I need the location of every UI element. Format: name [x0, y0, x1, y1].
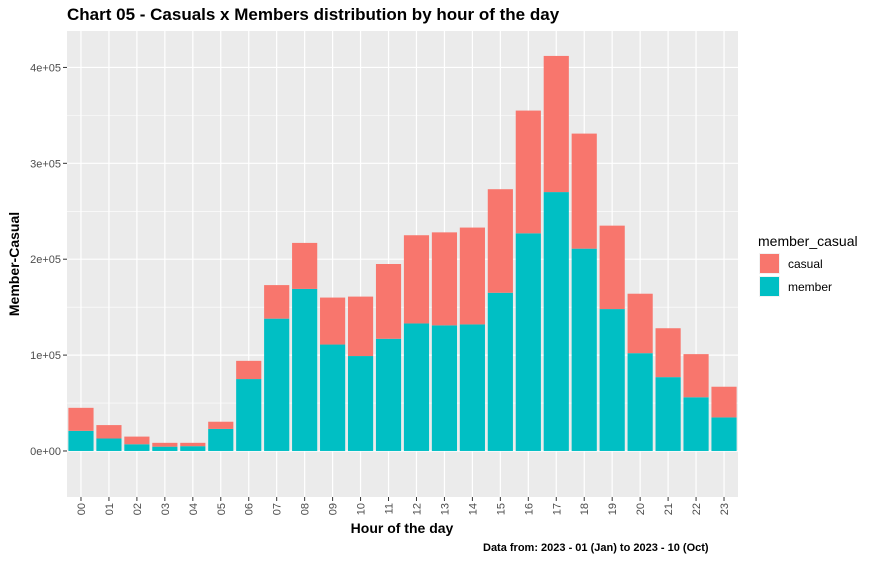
y-tick-label: 0e+00 [30, 446, 61, 458]
x-tick-label: 18 [579, 503, 591, 515]
y-tick-label: 2e+05 [30, 254, 61, 266]
bar-member-10 [347, 356, 374, 451]
x-tick-label: 22 [691, 503, 703, 515]
x-tick-label: 04 [188, 503, 200, 515]
bar-casual-12 [403, 235, 430, 324]
bar-member-15 [487, 292, 513, 451]
bar-casual-15 [487, 189, 513, 293]
legend: member_casual casual member [758, 233, 858, 297]
x-tick-label: 19 [607, 503, 619, 515]
bar-casual-20 [627, 293, 653, 354]
bar-member-01 [96, 438, 122, 451]
bar-casual-23 [711, 386, 737, 418]
bars-layer [68, 55, 737, 451]
bar-casual-13 [431, 232, 458, 326]
legend-label-casual: casual [788, 257, 823, 271]
bar-member-14 [459, 324, 485, 451]
bar-casual-03 [152, 442, 178, 447]
bar-casual-02 [124, 436, 150, 445]
x-tick-label: 10 [356, 503, 368, 515]
x-tick-label: 06 [244, 503, 256, 515]
bar-casual-06 [236, 360, 262, 380]
x-tick-label: 15 [495, 503, 507, 515]
bar-member-19 [599, 309, 625, 451]
x-tick-label: 11 [384, 503, 396, 514]
x-tick-label: 23 [719, 503, 731, 515]
bar-casual-11 [375, 264, 402, 339]
legend-title: member_casual [758, 233, 858, 249]
x-tick-label: 16 [523, 503, 535, 515]
legend-swatch-casual [760, 254, 779, 273]
bar-casual-16 [515, 110, 541, 234]
bar-casual-07 [264, 285, 290, 319]
bar-member-22 [683, 397, 709, 451]
bar-casual-05 [208, 421, 234, 429]
bar-member-13 [431, 325, 458, 451]
legend-swatch-member [760, 277, 779, 296]
chart-caption: Data from: 2023 - 01 (Jan) to 2023 - 10 … [483, 542, 709, 554]
x-tick-label: 05 [216, 503, 228, 515]
x-tick-label: 08 [300, 503, 312, 515]
bar-casual-18 [571, 133, 597, 249]
bar-member-17 [543, 192, 569, 451]
bar-member-07 [264, 318, 290, 451]
x-axis-title: Hour of the day [351, 520, 454, 536]
bar-member-18 [571, 248, 597, 451]
bar-casual-21 [655, 328, 681, 378]
bar-member-16 [515, 233, 541, 451]
x-tick-label: 20 [635, 503, 647, 515]
bar-member-08 [292, 288, 318, 451]
x-tick-label: 03 [160, 503, 172, 515]
bar-member-04 [180, 446, 206, 451]
chart-title: Chart 05 - Casuals x Members distributio… [67, 5, 560, 24]
bar-casual-19 [599, 225, 625, 310]
bar-member-05 [208, 428, 234, 451]
x-tick-label: 01 [104, 503, 116, 515]
x-tick-label: 07 [272, 503, 284, 515]
y-tick-label: 4e+05 [30, 62, 61, 74]
bar-member-06 [236, 379, 262, 451]
bar-member-03 [152, 446, 178, 451]
x-tick-label: 02 [132, 503, 144, 515]
bar-casual-08 [292, 242, 318, 289]
bar-casual-22 [683, 354, 709, 398]
bar-member-23 [711, 417, 737, 451]
bar-casual-01 [96, 425, 122, 439]
bar-member-20 [627, 353, 653, 451]
bar-member-21 [655, 377, 681, 451]
plot-panel [67, 31, 738, 497]
bar-member-02 [124, 444, 150, 451]
x-tick-label: 12 [411, 503, 423, 515]
x-tick-label: 13 [439, 503, 451, 515]
y-tick-label: 1e+05 [30, 350, 61, 362]
legend-label-member: member [788, 280, 832, 294]
bar-member-00 [68, 430, 94, 451]
bar-casual-17 [543, 55, 569, 193]
bar-casual-00 [68, 407, 94, 431]
x-tick-label: 00 [76, 503, 88, 515]
bar-casual-04 [180, 442, 206, 447]
bar-casual-09 [320, 297, 346, 345]
x-tick-label: 09 [328, 503, 340, 515]
y-tick-label: 3e+05 [30, 158, 61, 170]
x-tick-label: 17 [551, 503, 563, 515]
bar-member-09 [320, 344, 346, 451]
x-tick-label: 21 [663, 503, 675, 515]
bar-member-12 [403, 323, 430, 451]
x-axis: 00 01 02 03 04 05 06 07 08 09 10 11 12 13 14 15 16 17 18 19… [76, 497, 731, 515]
bar-member-11 [375, 338, 402, 451]
bar-casual-14 [459, 227, 485, 325]
x-tick-label: 14 [467, 503, 479, 515]
y-axis-title: Member-Casual [6, 212, 22, 316]
bar-casual-10 [347, 296, 374, 357]
y-axis: 0e+00 1e+05 2e+05 3e+05 4e+05 [30, 62, 67, 458]
